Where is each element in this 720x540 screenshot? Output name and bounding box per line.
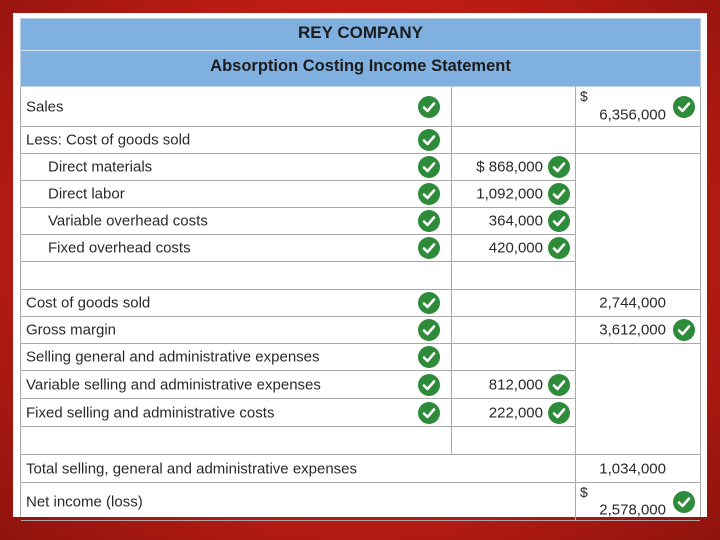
check-circle-icon [418, 292, 440, 314]
header-divider [21, 50, 700, 51]
row-blank-2 [21, 427, 700, 455]
blank-amount-input-2[interactable] [451, 427, 575, 455]
direct-materials-label: Direct materials [48, 158, 153, 176]
row-sga: Selling general and administrative expen… [21, 344, 700, 371]
row-less-cogs: Less: Cost of goods sold [21, 127, 700, 154]
check-circle-icon [418, 183, 440, 205]
sales-label: Sales [26, 98, 64, 115]
check-circle-icon [418, 95, 440, 118]
less-cogs-label: Less: Cost of goods sold [26, 131, 191, 149]
check-circle-icon [548, 183, 570, 205]
check-circle-icon [673, 319, 695, 341]
net-income-total: 2,578,000 [599, 501, 666, 519]
statement-header: REY COMPANY Absorption Costing Income St… [20, 18, 701, 87]
sales-total: 6,356,000 [599, 106, 666, 124]
check-circle-icon [418, 210, 440, 232]
row-fixed-sga: Fixed selling and administrative costs 2… [21, 399, 700, 427]
row-direct-labor: Direct labor 1,092,000 [21, 181, 700, 208]
net-income-input[interactable]: $ 2,578,000 [575, 483, 700, 521]
direct-materials-input[interactable]: $ 868,000 [451, 154, 575, 181]
cogs-total-input[interactable]: 2,744,000 [575, 290, 700, 317]
direct-labor-input[interactable]: 1,092,000 [451, 181, 575, 208]
check-circle-icon [548, 210, 570, 232]
gross-margin-total: 3,612,000 [599, 321, 666, 339]
row-fixed-overhead: Fixed overhead costs 420,000 [21, 235, 700, 262]
net-income-label: Net income (loss) [26, 493, 143, 510]
variable-sga-label: Variable selling and administrative expe… [26, 376, 321, 393]
variable-sga-amount: 812,000 [488, 376, 543, 393]
check-circle-icon [418, 237, 440, 259]
row-variable-overhead: Variable overhead costs 364,000 [21, 208, 700, 235]
variable-overhead-amount: 364,000 [488, 212, 543, 230]
check-circle-icon [418, 129, 440, 151]
row-sales: Sales $ 6,356,000 [21, 87, 700, 127]
check-circle-icon [548, 237, 570, 259]
cogs-amount-input[interactable] [451, 290, 575, 317]
row-cogs: Cost of goods sold 2,744,000 [21, 290, 700, 317]
cogs-total: 2,744,000 [599, 294, 666, 312]
total-sga-total: 1,034,000 [599, 460, 666, 477]
sales-amount-input[interactable] [451, 87, 575, 127]
check-circle-icon [418, 156, 440, 178]
row-variable-sga: Variable selling and administrative expe… [21, 371, 700, 399]
variable-sga-input[interactable]: 812,000 [451, 371, 575, 399]
check-circle-icon [418, 346, 440, 368]
sales-total-input[interactable]: $ 6,356,000 [575, 87, 700, 127]
statement-title: Absorption Costing Income Statement [210, 57, 511, 75]
row-net-income: Net income (loss) $ 2,578,000 [21, 483, 700, 521]
fixed-sga-label: Fixed selling and administrative costs [26, 404, 275, 421]
check-circle-icon [548, 156, 570, 178]
fixed-overhead-label: Fixed overhead costs [48, 239, 191, 257]
sga-label: Selling general and administrative expen… [26, 348, 320, 366]
variable-overhead-label: Variable overhead costs [48, 212, 208, 230]
fixed-sga-amount: 222,000 [488, 404, 543, 421]
total-sga-label: Total selling, general and administrativ… [26, 460, 358, 477]
row-direct-materials: Direct materials $ 868,000 [21, 154, 700, 181]
check-circle-icon [548, 401, 570, 424]
fixed-overhead-amount: 420,000 [488, 239, 543, 257]
net-income-dollar-sign: $ [580, 484, 588, 500]
direct-materials-amount: $ 868,000 [476, 158, 543, 176]
check-circle-icon [418, 319, 440, 341]
direct-labor-amount: 1,092,000 [476, 185, 543, 203]
check-circle-icon [673, 95, 695, 118]
blank-amount-input-1[interactable] [451, 262, 575, 290]
company-name: REY COMPANY [297, 23, 423, 42]
cogs-label: Cost of goods sold [26, 294, 151, 312]
gross-margin-label: Gross margin [26, 321, 117, 339]
row-total-sga: Total selling, general and administrativ… [21, 455, 700, 483]
check-circle-icon [548, 373, 570, 396]
variable-overhead-input[interactable]: 364,000 [451, 208, 575, 235]
check-circle-icon [418, 373, 440, 396]
gross-margin-input[interactable]: 3,612,000 [575, 317, 700, 344]
row-gross-margin: Gross margin 3,612,000 [21, 317, 700, 344]
fixed-overhead-input[interactable]: 420,000 [451, 235, 575, 262]
fixed-sga-input[interactable]: 222,000 [451, 399, 575, 427]
check-circle-icon [673, 490, 695, 513]
statement-table: Sales $ 6,356,000 Less: Cost of goods so… [20, 87, 701, 521]
direct-labor-label: Direct labor [48, 185, 125, 203]
total-sga-input[interactable]: 1,034,000 [575, 455, 700, 483]
row-blank-1 [21, 262, 700, 290]
check-circle-icon [418, 401, 440, 424]
income-statement-sheet: REY COMPANY Absorption Costing Income St… [13, 13, 707, 521]
sales-dollar-sign: $ [580, 88, 588, 104]
